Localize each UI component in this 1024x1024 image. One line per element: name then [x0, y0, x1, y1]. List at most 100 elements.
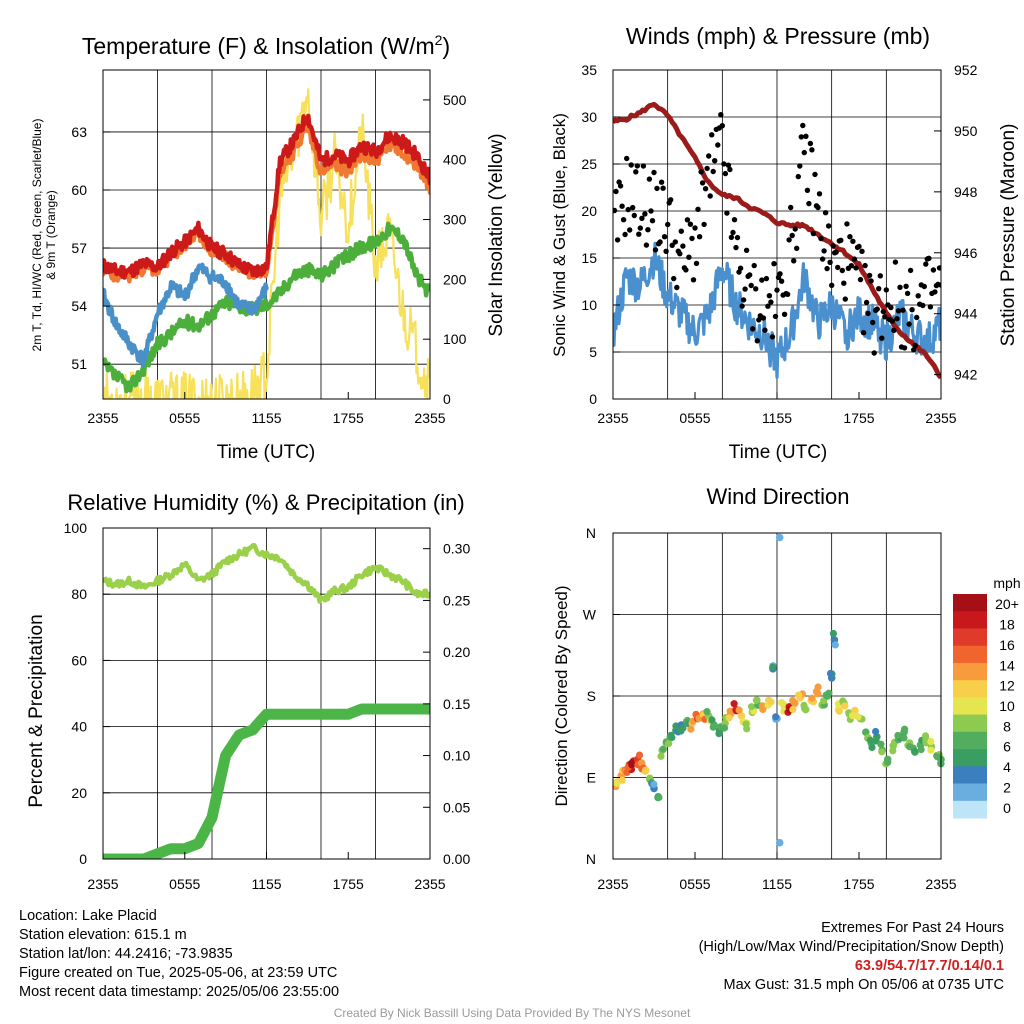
gust-point: [654, 185, 660, 192]
gust-point: [838, 237, 844, 243]
y2-tick-label: 0.10: [443, 748, 470, 764]
y-tick-label: 30: [581, 109, 597, 125]
gust-point: [645, 227, 651, 233]
station-location: Location: Lake Placid: [19, 908, 157, 924]
direction-panel: Wind Direction Direction (Colored By Spe…: [552, 484, 1021, 892]
gust-point: [839, 267, 845, 274]
gust-point: [625, 206, 631, 213]
legend-swatch: [953, 662, 987, 681]
temperature-plot: [103, 88, 430, 399]
y2-tick-label: 400: [443, 152, 467, 168]
direction-point: [822, 691, 830, 699]
gust-point: [693, 260, 700, 267]
y2-tick-label: 950: [954, 123, 978, 139]
winds-ylabel-right: Station Pressure (Maroon): [998, 124, 1019, 347]
gust-point: [652, 247, 659, 253]
gust-point: [835, 264, 841, 271]
direction-point: [668, 733, 676, 742]
y-tick-label: 35: [581, 62, 597, 78]
gust-point: [665, 221, 671, 228]
temperature-panel: Temperature (F) & Insolation (W/m2) 2m T…: [30, 32, 507, 463]
gust-point: [859, 248, 865, 254]
gust-point: [927, 304, 934, 310]
gust-point: [803, 133, 809, 139]
gust-point: [760, 315, 766, 321]
gust-point: [901, 345, 908, 351]
gust-point: [668, 197, 674, 203]
direction-point: [747, 703, 756, 711]
gust-point: [895, 308, 902, 314]
gust-point: [914, 314, 920, 321]
gust-point: [791, 258, 797, 264]
x-tick-label: 1755: [843, 876, 874, 892]
legend-label: 14: [999, 657, 1015, 673]
legend-swatch: [953, 731, 987, 750]
y2-tick-label: 0.20: [443, 644, 470, 660]
gust-point: [863, 299, 870, 306]
y-tick-label: 63: [71, 124, 87, 140]
gust-point: [719, 123, 725, 129]
gust-point: [856, 243, 862, 250]
x-tick-label: 2355: [414, 410, 445, 426]
gust-point: [825, 223, 832, 229]
legend-label: 10: [999, 698, 1015, 714]
direction-point: [841, 702, 849, 710]
gust-point: [733, 244, 739, 251]
direction-point: [911, 747, 919, 756]
temperature-ylabel-line1: 2m T, Td, HI/WC (Red, Green, Scarlet/Blu…: [30, 119, 44, 352]
y-tick-label: 25: [581, 156, 597, 172]
x-tick-label: 1155: [251, 876, 281, 892]
humidity-title: Relative Humidity (%) & Precipitation (i…: [67, 490, 464, 515]
gust-point: [766, 293, 773, 299]
gust-point: [742, 286, 748, 292]
y-tick-label: 0: [79, 851, 87, 867]
gust-point: [889, 318, 896, 324]
winds-xlabel: Time (UTC): [729, 442, 828, 463]
gust-point: [643, 242, 650, 248]
gust-point: [740, 297, 747, 303]
gust-point: [788, 204, 794, 211]
gust-point: [842, 296, 848, 302]
recent-timestamp: Most recent data timestamp: 2025/05/06 2…: [19, 984, 340, 1000]
gust-point: [709, 132, 715, 138]
gust-point: [725, 162, 732, 168]
gust-point: [809, 147, 815, 153]
y-tick-label: 20: [71, 785, 87, 801]
y2-tick-label: 948: [954, 184, 978, 200]
x-tick-label: 1755: [843, 410, 874, 426]
gust-point: [801, 149, 807, 156]
gust-point: [865, 310, 871, 317]
y-tick-label: 0: [589, 391, 597, 407]
y-tick-label: 51: [71, 356, 87, 372]
direction-tick-label: N: [586, 525, 596, 541]
extremes-values: 63.9/54.7/17.7/0.14/0.1: [854, 958, 1004, 974]
humidity-series-rh: [103, 542, 430, 604]
gust-point: [702, 186, 709, 192]
credit-line: Created By Nick Bassill Using Data Provi…: [333, 1006, 691, 1020]
gust-point: [759, 277, 765, 283]
y-tick-label: 20: [581, 203, 597, 219]
y-tick-label: 80: [71, 586, 87, 602]
winds-plot: [613, 101, 941, 380]
x-tick-label: 1155: [251, 410, 281, 426]
gust-point: [715, 142, 721, 148]
gust-point: [800, 122, 806, 129]
direction-tick-label: N: [586, 851, 596, 867]
y2-tick-label: 942: [954, 367, 978, 383]
gust-point: [630, 204, 636, 211]
y2-tick-label: 946: [954, 245, 978, 261]
legend-label: 18: [999, 617, 1015, 633]
direction-point: [709, 723, 717, 731]
legend-label: 12: [999, 678, 1015, 694]
winds-series-pressure: [613, 101, 941, 380]
direction-point: [613, 779, 621, 788]
gust-point: [936, 265, 941, 271]
gust-point: [850, 238, 856, 244]
gust-point: [748, 282, 754, 289]
x-tick-label: 2355: [414, 876, 445, 892]
gust-point: [774, 287, 780, 293]
direction-point: [900, 734, 908, 742]
direction-point: [720, 724, 729, 732]
y2-tick-label: 500: [443, 92, 467, 108]
